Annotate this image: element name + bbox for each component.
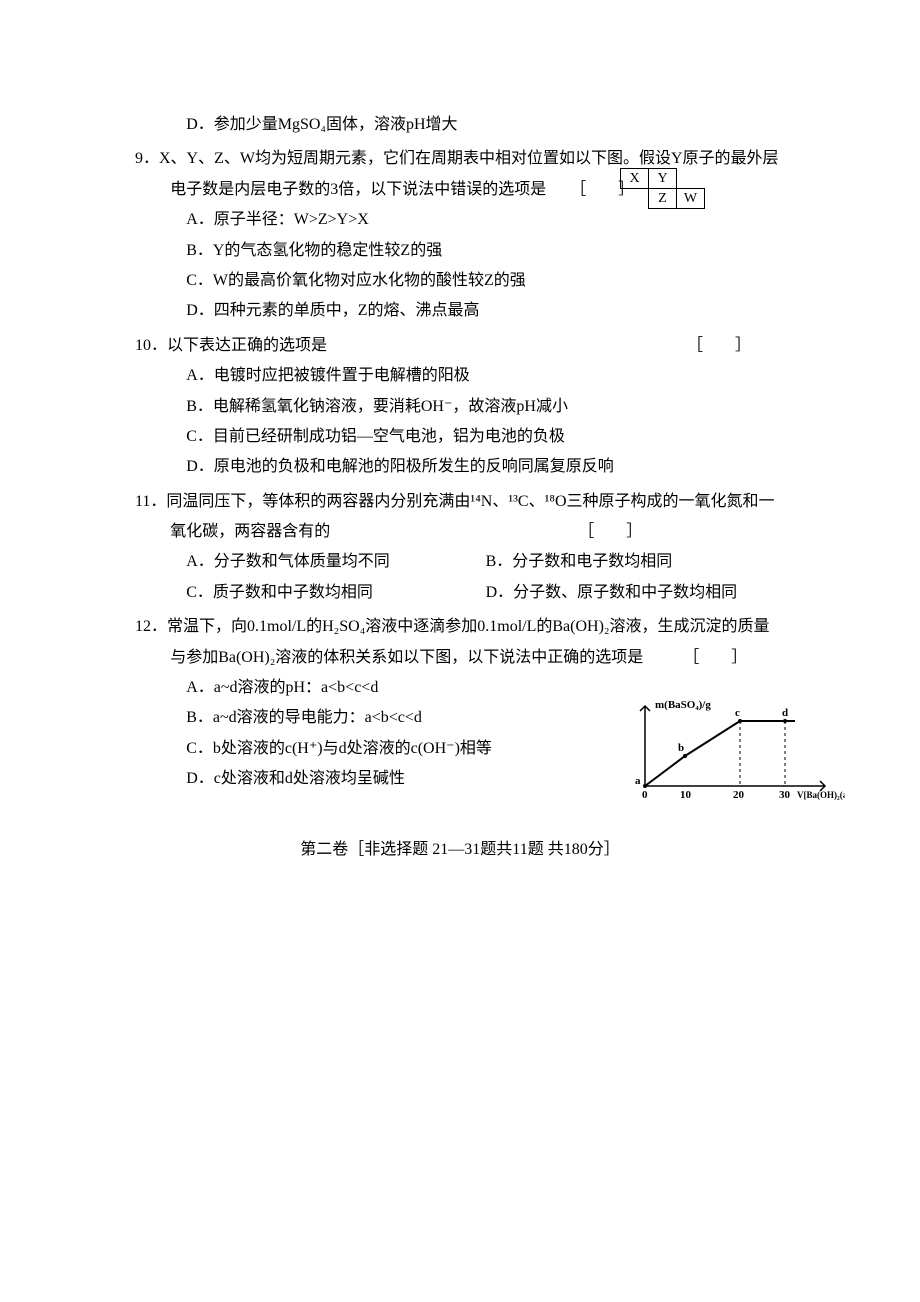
option-a: A．电镀时应把被镀件置于电解槽的阳极 — [135, 361, 785, 391]
option-c: C．质子数和中子数均相同 — [186, 578, 485, 608]
option-b: B．电解稀氢氧化钠溶液，要消耗OH⁻，故溶液pH减小 — [135, 392, 785, 422]
cell-x: X — [621, 169, 649, 189]
option-d: D．分子数、原子数和中子数均相同 — [486, 578, 785, 608]
question-11: 11．同温同压下，等体积的两容器内分别充满由¹⁴N、¹³C、¹⁸O三种原子构成的… — [135, 487, 785, 609]
chart-svg: m(BaSO₄)/g a b c d 0 10 20 30 V[Ba(OH)₂(… — [625, 696, 845, 806]
cell-y: Y — [649, 169, 677, 189]
option-d: D．四种元素的单质中，Z的熔、沸点最高 — [135, 296, 785, 326]
option-a: A．分子数和气体质量均不同 — [186, 547, 485, 577]
label-b: b — [678, 742, 684, 754]
label-a: a — [635, 775, 641, 787]
option-a: A．原子半径：W>Z>Y>X — [135, 205, 785, 235]
section-2-title: 第二卷［非选择题 21—31题共11题 共180分］ — [135, 835, 785, 865]
question-stem: 12．常温下，向0.1mol/L的H₂SO₄溶液中逐滴参加0.1mol/L的Ba… — [135, 612, 785, 673]
option-d: D．参加少量MgSO₄固体，溶液pH增大 — [135, 110, 785, 140]
option-row-ab: A．分子数和气体质量均不同 B．分子数和电子数均相同 — [135, 547, 785, 577]
question-9: X Y Z W 9．X、Y、Z、W均为短周期元素，它们在周期表中相对位置如以下图… — [135, 144, 785, 326]
option-c: C．W的最高价氧化物对应水化物的酸性较Z的强 — [135, 266, 785, 296]
cell-z: Z — [649, 189, 677, 209]
point-c — [738, 719, 742, 723]
periodic-table-inset: X Y Z W — [620, 168, 705, 209]
question-8-option-d: D．参加少量MgSO₄固体，溶液pH增大 — [135, 110, 785, 140]
label-c: c — [735, 707, 740, 719]
cell-empty — [621, 189, 649, 209]
option-b: B．分子数和电子数均相同 — [486, 547, 785, 577]
question-10: 10．以下表达正确的选项是 ［ ］ A．电镀时应把被镀件置于电解槽的阳极 B．电… — [135, 331, 785, 483]
x-label: V[Ba(OH)₂(aq)]/mL — [797, 790, 845, 800]
option-d: D．原电池的负极和电解池的阳极所发生的反响同属复原反响 — [135, 452, 785, 482]
option-row-cd: C．质子数和中子数均相同 D．分子数、原子数和中子数均相同 — [135, 578, 785, 608]
tick-30: 30 — [779, 789, 791, 801]
option-c: C．目前已经研制成功铝—空气电池，铝为电池的负极 — [135, 422, 785, 452]
cell-empty — [677, 169, 705, 189]
question-12: m(BaSO₄)/g a b c d 0 10 20 30 V[Ba(OH)₂(… — [135, 612, 785, 794]
option-b: B．Y的气态氢化物的稳定性较Z的强 — [135, 236, 785, 266]
label-d: d — [782, 707, 788, 719]
point-a — [643, 784, 647, 788]
curve — [645, 721, 795, 786]
point-d — [783, 719, 787, 723]
tick-10: 10 — [680, 789, 692, 801]
tick-0: 0 — [642, 789, 648, 801]
periodic-grid: X Y Z W — [620, 168, 705, 209]
cell-w: W — [677, 189, 705, 209]
question-stem: 10．以下表达正确的选项是 ［ ］ — [135, 331, 785, 361]
point-b — [683, 754, 687, 758]
y-label: m(BaSO₄)/g — [655, 699, 711, 711]
question-stem: 11．同温同压下，等体积的两容器内分别充满由¹⁴N、¹³C、¹⁸O三种原子构成的… — [135, 487, 785, 548]
precipitate-chart: m(BaSO₄)/g a b c d 0 10 20 30 V[Ba(OH)₂(… — [625, 696, 845, 817]
tick-20: 20 — [733, 789, 745, 801]
